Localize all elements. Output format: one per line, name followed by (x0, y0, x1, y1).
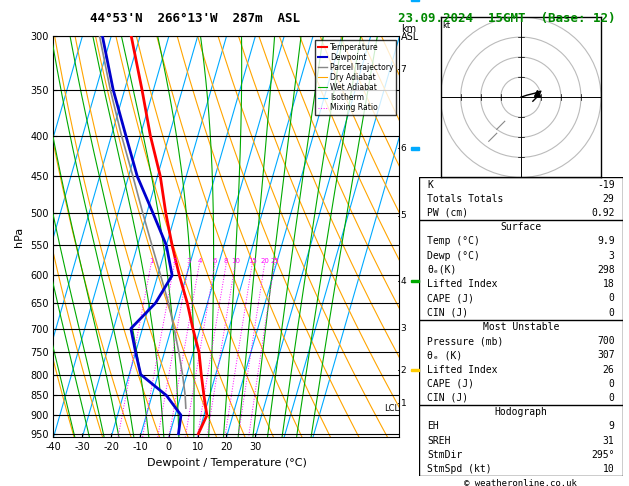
Text: θₑ (K): θₑ (K) (427, 350, 462, 360)
Text: 7: 7 (401, 65, 406, 74)
Text: 29: 29 (603, 194, 615, 204)
Text: 20: 20 (260, 258, 269, 264)
Text: 10: 10 (603, 464, 615, 474)
Text: 700: 700 (597, 336, 615, 346)
Text: 0: 0 (609, 393, 615, 403)
Text: 0: 0 (609, 308, 615, 318)
Text: PW (cm): PW (cm) (427, 208, 468, 218)
Text: 1: 1 (401, 399, 406, 408)
Text: Totals Totals: Totals Totals (427, 194, 503, 204)
Text: 25: 25 (270, 258, 279, 264)
Text: Dewp (°C): Dewp (°C) (427, 251, 480, 260)
Text: 0: 0 (609, 294, 615, 303)
Text: Temp (°C): Temp (°C) (427, 236, 480, 246)
Text: 2: 2 (172, 258, 177, 264)
Text: θₑ(K): θₑ(K) (427, 265, 457, 275)
Text: Hodograph: Hodograph (494, 407, 547, 417)
Text: LCL: LCL (384, 404, 399, 413)
Text: K: K (427, 179, 433, 190)
Text: Lifted Index: Lifted Index (427, 364, 498, 375)
Text: 8: 8 (224, 258, 228, 264)
Text: -19: -19 (597, 179, 615, 190)
X-axis label: Dewpoint / Temperature (°C): Dewpoint / Temperature (°C) (147, 458, 306, 468)
Text: 6: 6 (401, 144, 406, 153)
Text: 26: 26 (603, 364, 615, 375)
Text: 3: 3 (609, 251, 615, 260)
Text: Surface: Surface (500, 222, 542, 232)
Text: © weatheronline.co.uk: © weatheronline.co.uk (464, 479, 577, 486)
Text: 10: 10 (231, 258, 240, 264)
Text: CAPE (J): CAPE (J) (427, 294, 474, 303)
Legend: Temperature, Dewpoint, Parcel Trajectory, Dry Adiabat, Wet Adiabat, Isotherm, Mi: Temperature, Dewpoint, Parcel Trajectory… (315, 40, 396, 115)
Text: Lifted Index: Lifted Index (427, 279, 498, 289)
Text: 31: 31 (603, 435, 615, 446)
Y-axis label: hPa: hPa (14, 227, 25, 247)
Text: CIN (J): CIN (J) (427, 308, 468, 318)
Text: 9.9: 9.9 (597, 236, 615, 246)
Text: StmDir: StmDir (427, 450, 462, 460)
Text: 0.92: 0.92 (591, 208, 615, 218)
Text: ASL: ASL (401, 32, 419, 42)
Text: SREH: SREH (427, 435, 450, 446)
Text: 307: 307 (597, 350, 615, 360)
Text: km: km (401, 24, 416, 35)
Text: Pressure (mb): Pressure (mb) (427, 336, 503, 346)
Text: 1: 1 (149, 258, 153, 264)
Text: CIN (J): CIN (J) (427, 393, 468, 403)
Text: 18: 18 (603, 279, 615, 289)
Text: EH: EH (427, 421, 439, 432)
Text: 23.09.2024  15GMT  (Base: 12): 23.09.2024 15GMT (Base: 12) (398, 12, 615, 25)
Text: 2: 2 (401, 366, 406, 375)
Text: 0: 0 (609, 379, 615, 389)
Text: 4: 4 (401, 277, 406, 286)
Text: kt: kt (443, 21, 451, 30)
Text: 9: 9 (609, 421, 615, 432)
Text: 6: 6 (213, 258, 217, 264)
Text: 295°: 295° (591, 450, 615, 460)
Text: 3: 3 (401, 324, 406, 333)
Text: 44°53'N  266°13'W  287m  ASL: 44°53'N 266°13'W 287m ASL (90, 12, 300, 25)
Text: Most Unstable: Most Unstable (482, 322, 559, 332)
Text: 4: 4 (198, 258, 202, 264)
Text: 5: 5 (401, 211, 406, 221)
Text: 298: 298 (597, 265, 615, 275)
Text: 3: 3 (187, 258, 191, 264)
Text: StmSpd (kt): StmSpd (kt) (427, 464, 492, 474)
Text: CAPE (J): CAPE (J) (427, 379, 474, 389)
Text: 15: 15 (248, 258, 257, 264)
